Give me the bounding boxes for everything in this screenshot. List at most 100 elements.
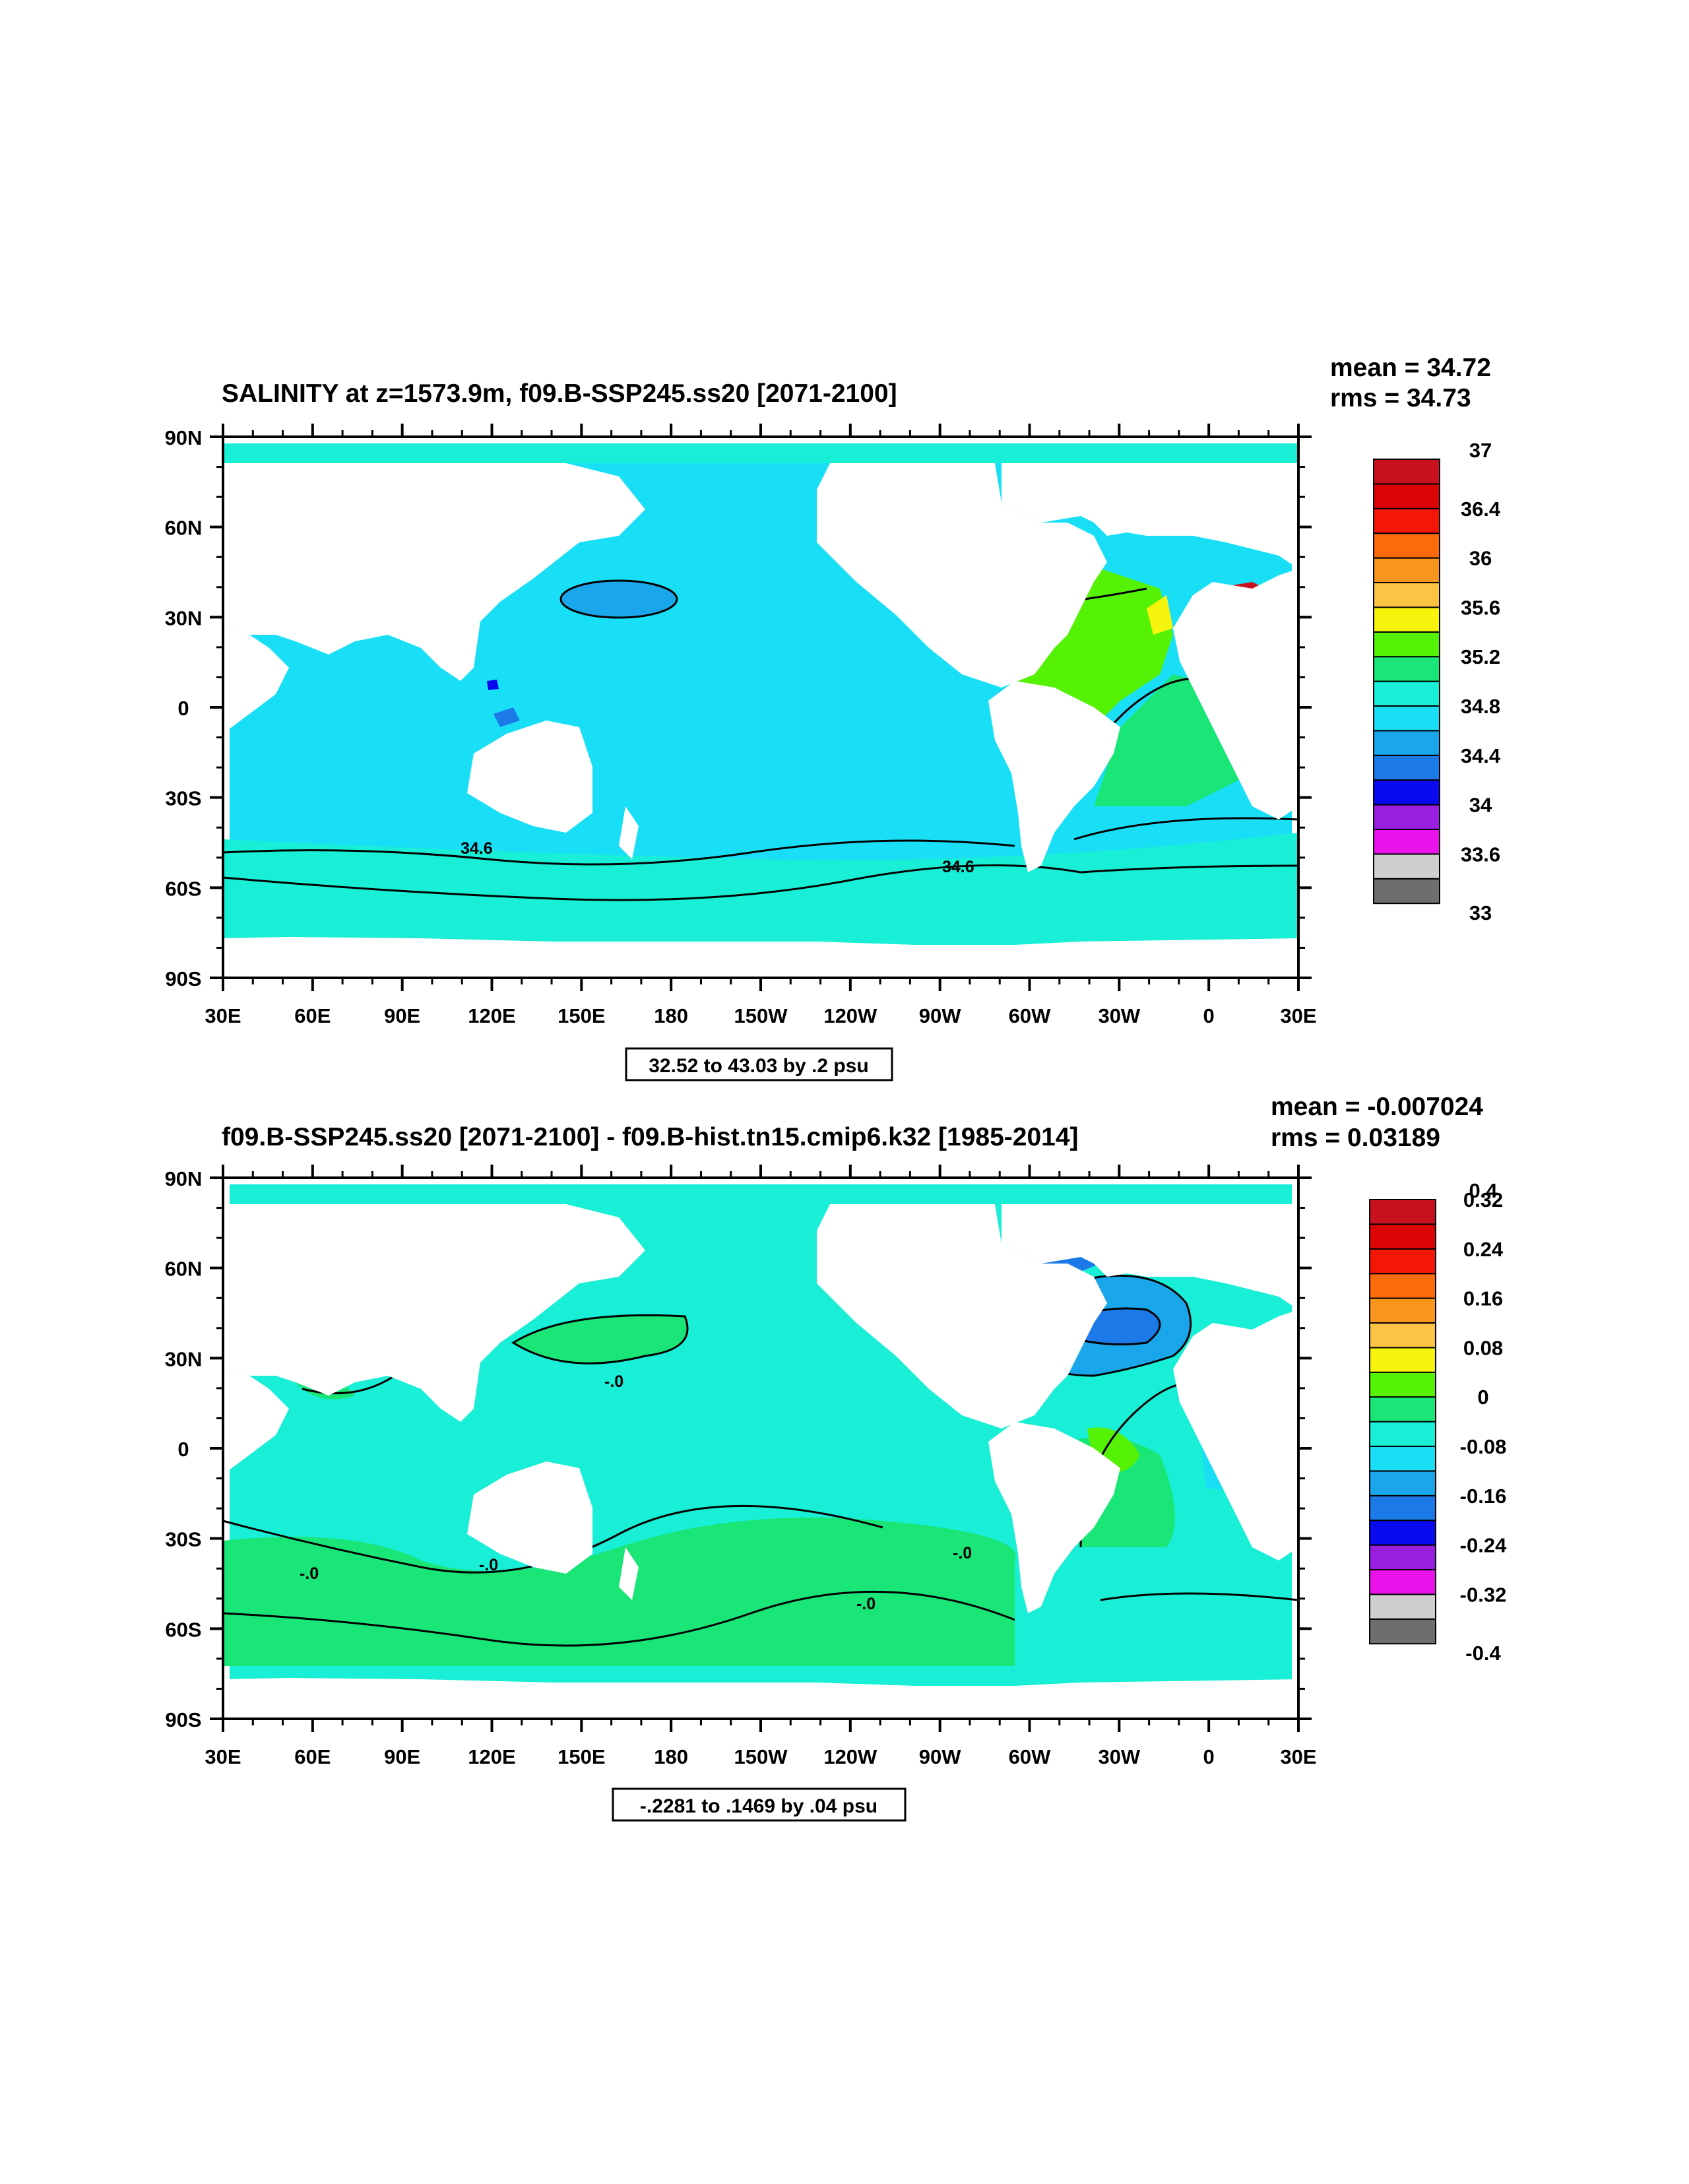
colorbar-label: 35.6 xyxy=(1461,596,1500,619)
colorbar-swatch xyxy=(1373,853,1440,880)
lon-label: 180 xyxy=(654,1004,688,1027)
lon-label: 60W xyxy=(1009,1745,1051,1768)
colorbar-swatch xyxy=(1369,1347,1436,1373)
colorbar-label: -0.24 xyxy=(1460,1534,1507,1557)
lat-label: 30N xyxy=(165,606,203,629)
lat-label: 0 xyxy=(177,1438,189,1461)
colorbar-label: -0.08 xyxy=(1460,1435,1507,1458)
colorbar-swatch xyxy=(1373,680,1440,707)
lon-label: 120W xyxy=(823,1745,877,1768)
lon-label: 120E xyxy=(468,1004,515,1027)
colorbar-swatch xyxy=(1373,754,1440,781)
colorbar-swatch xyxy=(1373,804,1440,830)
colorbar-label: 37 xyxy=(1469,439,1492,462)
map-top: 34.6 34.6 xyxy=(222,435,1300,979)
colorbar-swatch xyxy=(1369,1322,1436,1349)
colorbar-swatch xyxy=(1369,1396,1436,1423)
colorbar-swatch xyxy=(1369,1297,1436,1324)
colorbar-label: 33.6 xyxy=(1461,843,1500,866)
contour-info-label: 32.52 to 43.03 by .2 psu xyxy=(649,1055,869,1077)
contour-label: -.0 xyxy=(856,1595,876,1613)
colorbar-label: -0.4 xyxy=(1465,1642,1501,1665)
lon-label: 30E xyxy=(1280,1004,1316,1027)
panel-top: SALINITY at z=1573.9m, f09.B-SSP245.ss20… xyxy=(222,354,1501,1081)
lon-label: 90E xyxy=(384,1004,420,1027)
colorbar-label: 0.32 xyxy=(1463,1188,1503,1211)
colorbar-swatch xyxy=(1373,459,1440,485)
colorbar-label: -0.16 xyxy=(1460,1485,1507,1508)
colorbar-label: 0.24 xyxy=(1463,1238,1504,1261)
lon-label: 90W xyxy=(919,1004,961,1027)
colorbar-swatch xyxy=(1369,1544,1436,1570)
colorbar-label: -0.32 xyxy=(1460,1583,1507,1606)
lon-label: 90E xyxy=(384,1745,420,1768)
lon-label: 30E xyxy=(205,1004,241,1027)
colorbar-label: 36 xyxy=(1469,547,1492,570)
panel-bottom-title: f09.B-SSP245.ss20 [2071-2100] - f09.B-hi… xyxy=(222,1123,1079,1151)
contour-line xyxy=(1073,817,1299,841)
colorbar-label: 33 xyxy=(1469,901,1492,924)
colorbar-swatch xyxy=(1373,779,1440,806)
panel-bottom-mean: mean = -0.007024 xyxy=(1271,1093,1483,1121)
contour-info-label: -.2281 to .1469 by .04 psu xyxy=(640,1795,877,1817)
lon-label: 0 xyxy=(1203,1004,1215,1027)
lat-label: 90S xyxy=(165,967,201,990)
contour-label: -.0 xyxy=(479,1556,498,1574)
colorbar-swatch xyxy=(1373,507,1440,534)
contour-line xyxy=(222,839,1015,866)
lat-label: 60S xyxy=(165,1618,201,1641)
colorbar-label: 36.4 xyxy=(1461,498,1501,521)
lat-label: 60N xyxy=(165,517,203,540)
contour-line xyxy=(302,1374,395,1395)
colorbar-swatch xyxy=(1369,1371,1436,1398)
contour-label: 34.6 xyxy=(942,858,974,876)
colorbar-swatch xyxy=(1369,1421,1436,1448)
colorbar-label: 35.2 xyxy=(1461,645,1500,668)
colorbar-top: 33 33.6 34 34.4 34.8 35.2 35.6 36 36.4 37 xyxy=(1373,439,1501,924)
lat-label: 30N xyxy=(165,1347,203,1370)
lat-label: 30S xyxy=(165,1528,201,1551)
colorbar-swatch xyxy=(1369,1520,1436,1546)
lon-label: 150E xyxy=(558,1004,605,1027)
colorbar-swatch xyxy=(1369,1446,1436,1472)
lon-label: 0 xyxy=(1203,1745,1215,1768)
panel-top-title: SALINITY at z=1573.9m, f09.B-SSP245.ss20… xyxy=(222,379,897,408)
contour-label: -.0 xyxy=(953,1544,972,1562)
contour-line xyxy=(222,864,1081,901)
lat-label: 0 xyxy=(177,697,189,720)
colorbar-swatch xyxy=(1373,631,1440,658)
lon-label: 60E xyxy=(294,1004,331,1027)
colorbar-label: 0.4 xyxy=(1469,1179,1498,1202)
lon-label: 30E xyxy=(1280,1745,1316,1768)
lon-label: 150E xyxy=(558,1745,605,1768)
colorbar-swatch xyxy=(1373,532,1440,559)
colorbar-bottom: -0.4 -0.32 -0.24 -0.16 -0.08 0 0.08 0.16 0.24 0.3… xyxy=(1369,1179,1507,1665)
lon-label: 150W xyxy=(734,1004,788,1027)
contour-label: -.0 xyxy=(300,1564,319,1583)
colorbar-label: 34.8 xyxy=(1461,695,1500,718)
colorbar-label: 0.08 xyxy=(1463,1336,1503,1359)
panel-bottom-rms: rms = 0.03189 xyxy=(1271,1124,1440,1152)
colorbar-swatch xyxy=(1369,1618,1436,1645)
contour-line xyxy=(222,1590,1015,1647)
lon-label: 60E xyxy=(294,1745,331,1768)
lon-label: 120E xyxy=(468,1745,515,1768)
lat-label: 90S xyxy=(165,1708,201,1731)
colorbar-swatch xyxy=(1373,483,1440,509)
colorbar-swatch xyxy=(1369,1494,1436,1522)
colorbar-swatch xyxy=(1369,1248,1436,1275)
lon-label: 150W xyxy=(734,1745,788,1768)
colorbar-swatch xyxy=(1369,1199,1436,1225)
map-bottom: -.0 -.0 -.0 -.0 -.0 xyxy=(222,1176,1300,1720)
colorbar-label: 0 xyxy=(1477,1386,1488,1409)
contour-info-box xyxy=(612,1787,907,1822)
lon-label: 180 xyxy=(654,1745,688,1768)
colorbar-swatch xyxy=(1373,878,1440,905)
lat-label: 60N xyxy=(165,1258,203,1281)
colorbar-swatch xyxy=(1373,582,1440,608)
lat-label: 30S xyxy=(165,787,201,810)
colorbar-swatch xyxy=(1369,1569,1436,1595)
colorbar-swatch xyxy=(1369,1273,1436,1299)
